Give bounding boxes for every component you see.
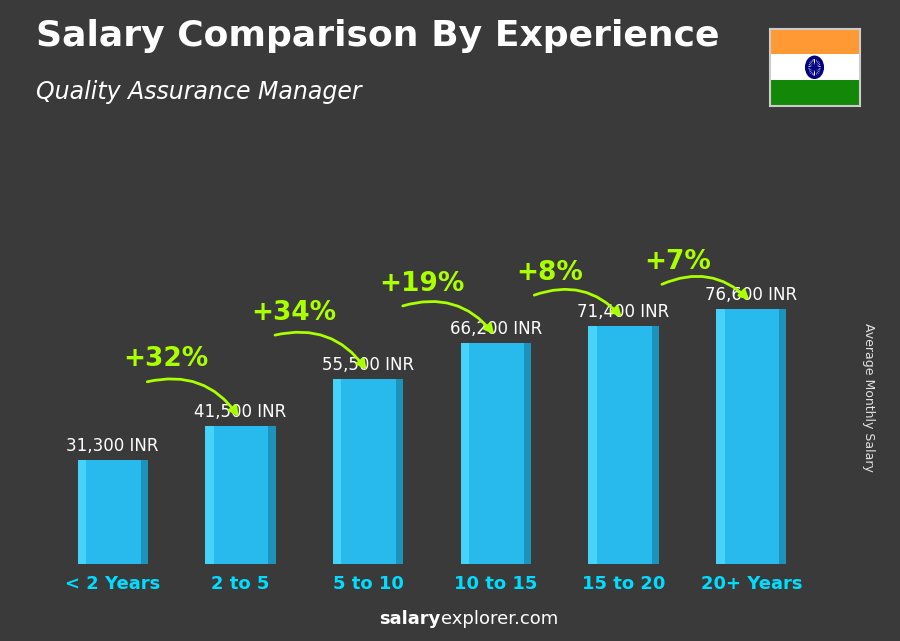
Bar [589, 326, 659, 564]
Bar [524, 344, 531, 564]
Bar [770, 80, 860, 106]
Text: +7%: +7% [644, 249, 711, 276]
Bar [205, 426, 213, 564]
Text: Salary Comparison By Experience: Salary Comparison By Experience [36, 19, 719, 53]
Bar [396, 379, 403, 564]
Text: +8%: +8% [516, 260, 583, 286]
Bar [716, 309, 725, 564]
Bar [205, 426, 275, 564]
Bar [77, 460, 86, 564]
Text: 41,500 INR: 41,500 INR [194, 403, 286, 420]
Bar [779, 309, 787, 564]
Text: +32%: +32% [123, 346, 209, 372]
Bar [770, 54, 860, 80]
Bar [770, 29, 860, 54]
Text: +19%: +19% [379, 271, 464, 297]
Bar [652, 326, 659, 564]
Text: explorer.com: explorer.com [441, 610, 558, 628]
Text: 31,300 INR: 31,300 INR [67, 437, 159, 454]
Text: 55,500 INR: 55,500 INR [322, 356, 414, 374]
Text: salary: salary [380, 610, 441, 628]
Bar [589, 326, 597, 564]
Bar [333, 379, 403, 564]
Circle shape [814, 65, 815, 69]
Bar [77, 460, 148, 564]
Bar [268, 426, 275, 564]
Bar [333, 379, 341, 564]
Text: Average Monthly Salary: Average Monthly Salary [862, 323, 875, 472]
Bar [461, 344, 469, 564]
Text: Quality Assurance Manager: Quality Assurance Manager [36, 80, 362, 104]
Text: 71,400 INR: 71,400 INR [578, 303, 670, 321]
Bar [716, 309, 787, 564]
Text: 76,600 INR: 76,600 INR [706, 286, 797, 304]
Bar [140, 460, 148, 564]
Bar [461, 344, 531, 564]
Text: 66,200 INR: 66,200 INR [450, 320, 542, 338]
Text: +34%: +34% [251, 300, 337, 326]
